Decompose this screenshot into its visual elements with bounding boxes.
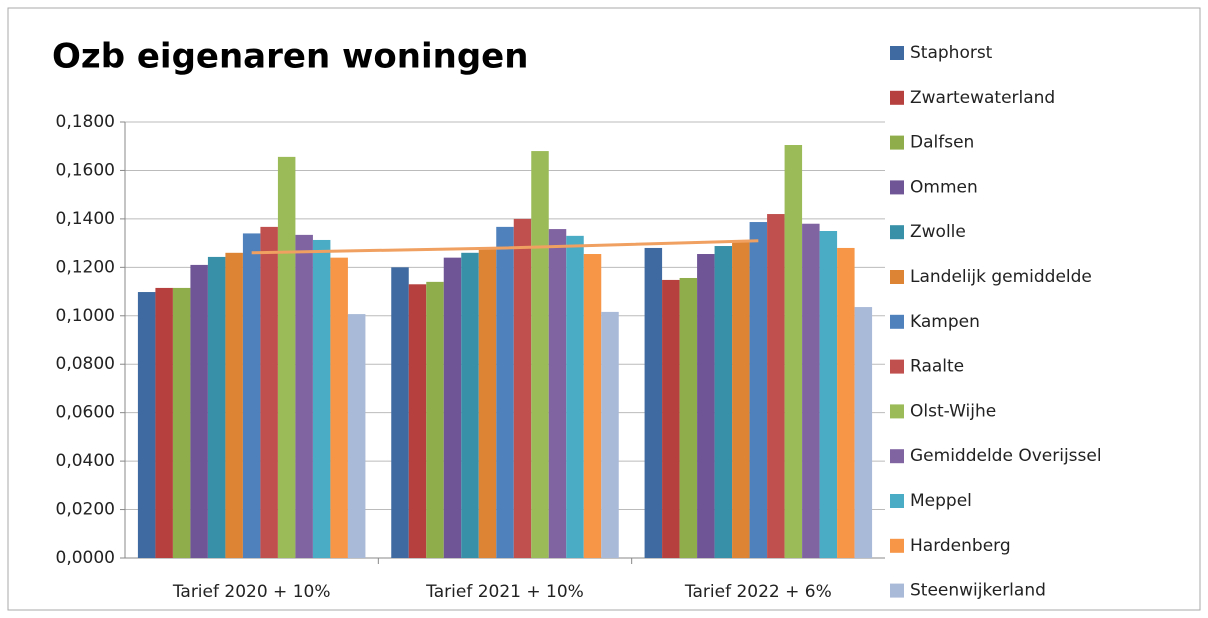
bar: [207, 256, 226, 558]
bar: [802, 223, 820, 558]
bar: [295, 234, 313, 558]
y-tick-label: 0,1600: [56, 160, 115, 180]
bar: [784, 145, 803, 558]
bar: [749, 222, 768, 558]
legend-label: Dalfsen: [910, 133, 974, 153]
legend-swatch: [890, 404, 904, 419]
bar: [679, 277, 698, 558]
bar: [854, 307, 873, 558]
y-tick-label: 0,0600: [56, 403, 115, 423]
x-tick-label: Tarief 2022 + 6%: [684, 582, 832, 602]
legend-swatch: [890, 270, 904, 284]
y-tick-label: 0,0400: [56, 451, 115, 471]
legend-label: Zwolle: [910, 222, 966, 242]
y-tick-label: 0,0200: [56, 500, 115, 520]
bar: [697, 254, 715, 558]
bar: [137, 292, 156, 558]
bar: [732, 240, 750, 558]
legend-label: Raalte: [910, 357, 964, 377]
bar: [714, 246, 733, 559]
bar: [819, 231, 838, 558]
y-tick-label: 0,0800: [56, 354, 115, 374]
y-tick-label: 0,0000: [56, 548, 115, 568]
bar: [496, 226, 514, 559]
bar: [767, 214, 785, 559]
bar: [347, 314, 366, 558]
bar: [662, 279, 680, 558]
bar: [566, 235, 584, 558]
y-tick-label: 0,1000: [56, 306, 115, 326]
x-tick-label: Tarief 2021 + 10%: [425, 582, 584, 602]
x-tick-label: Tarief 2020 + 10%: [172, 582, 331, 602]
legend-swatch: [890, 180, 904, 195]
y-tick-label: 0,1200: [56, 257, 115, 277]
legend-label: Staphorst: [910, 43, 993, 63]
legend-swatch: [890, 314, 904, 329]
bar: [391, 267, 409, 558]
legend-swatch: [890, 583, 904, 598]
bar: [225, 252, 243, 559]
legend-label: Ommen: [910, 177, 978, 197]
legend-label: Hardenberg: [910, 536, 1011, 556]
legend-label: Steenwijkerland: [910, 581, 1046, 601]
legend-swatch: [890, 538, 904, 553]
bar: [426, 281, 444, 558]
legend-label: Zwartewaterland: [910, 88, 1055, 108]
chart-title: Ozb eigenaren woningen: [52, 37, 528, 77]
legend-label: Gemiddelde Overijssel: [910, 446, 1102, 466]
legend-swatch: [890, 494, 904, 508]
legend-label: Meppel: [910, 491, 972, 511]
bar: [330, 257, 348, 558]
bar: [408, 284, 427, 558]
bar: [548, 229, 567, 558]
bar: [513, 218, 532, 558]
bar: [277, 156, 296, 558]
legend-label: Landelijk gemiddelde: [910, 267, 1092, 287]
y-tick-label: 0,1400: [56, 209, 115, 229]
bar: [260, 226, 278, 559]
legend-label: Olst-Wijhe: [910, 401, 996, 421]
bar: [190, 264, 208, 558]
legend-swatch: [890, 90, 904, 105]
legend-swatch: [890, 135, 904, 150]
legend-swatch: [890, 449, 904, 464]
y-tick-label: 0,1800: [56, 112, 115, 132]
legend-label: Kampen: [910, 312, 980, 332]
bar: [242, 233, 261, 558]
bar: [837, 247, 855, 558]
legend-swatch: [890, 225, 904, 240]
bar: [644, 247, 663, 558]
bar: [312, 239, 331, 558]
bar: [583, 254, 602, 558]
bar: [601, 311, 619, 558]
trend-line: [251, 239, 759, 255]
bar: [155, 287, 173, 558]
bar: [531, 151, 549, 559]
bar: [443, 257, 462, 558]
bar: [478, 247, 497, 558]
legend-swatch: [890, 359, 904, 374]
bar: [172, 287, 191, 558]
bar: [461, 252, 479, 559]
legend-swatch: [890, 46, 904, 60]
